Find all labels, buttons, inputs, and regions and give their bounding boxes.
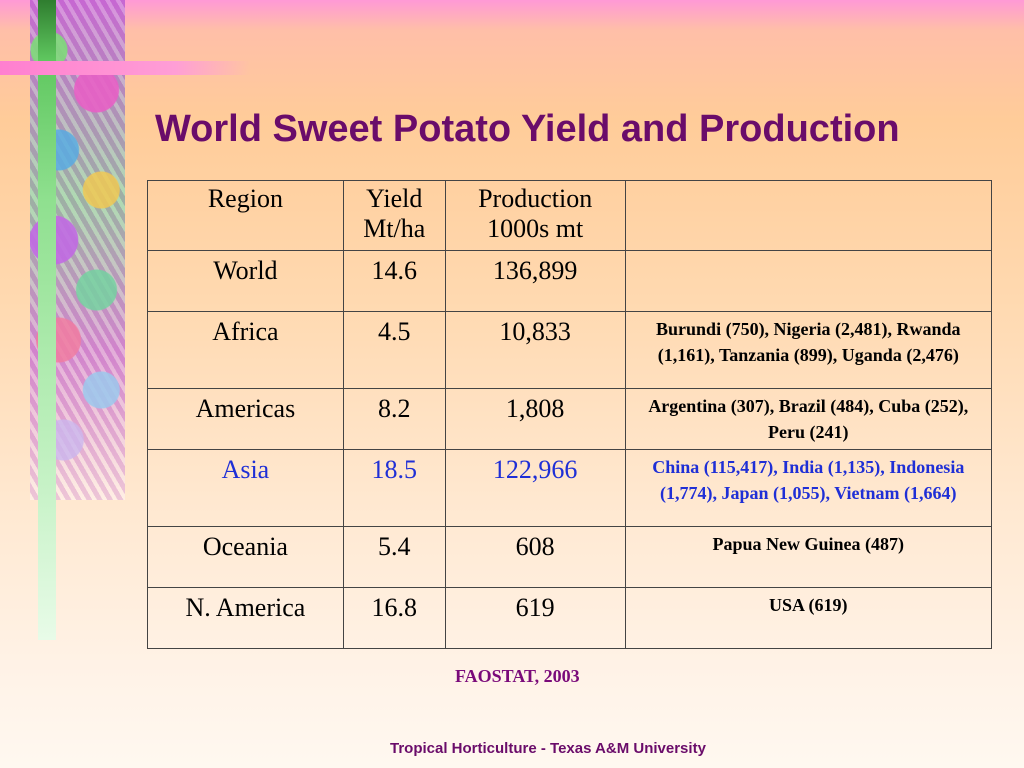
cell-countries: USA (619) (624, 587, 993, 649)
cell-production: 122,966 (444, 449, 626, 527)
footer-text: Tropical Horticulture - Texas A&M Univer… (390, 740, 706, 757)
table-row: World 14.6 136,899 (147, 250, 993, 312)
cell-yield: 18.5 (342, 449, 446, 527)
decorative-pink-bar (0, 61, 250, 75)
header-production-line2: 1000s mt (487, 214, 584, 243)
cell-production: 10,833 (444, 311, 626, 389)
cell-region: Americas (147, 388, 344, 450)
cell-countries (624, 250, 993, 312)
header-region: Region (147, 180, 344, 251)
cell-yield: 4.5 (342, 311, 446, 389)
yield-production-table: Region Yield Mt/ha Production 1000s mt W… (147, 180, 993, 649)
table-row: Africa 4.5 10,833 Burundi (750), Nigeria… (147, 311, 993, 389)
header-countries (624, 180, 993, 251)
cell-region: N. America (147, 587, 344, 649)
cell-yield: 14.6 (342, 250, 446, 312)
table-row: Oceania 5.4 608 Papua New Guinea (487) (147, 526, 993, 588)
cell-countries: Burundi (750), Nigeria (2,481), Rwanda (… (624, 311, 993, 389)
cell-countries: Argentina (307), Brazil (484), Cuba (252… (624, 388, 993, 450)
cell-production: 608 (444, 526, 626, 588)
cell-region: Africa (147, 311, 344, 389)
cell-countries: Papua New Guinea (487) (624, 526, 993, 588)
header-production-line1: Production (478, 184, 593, 213)
header-yield: Yield Mt/ha (342, 180, 446, 251)
cell-production: 136,899 (444, 250, 626, 312)
cell-yield: 5.4 (342, 526, 446, 588)
table-row: N. America 16.8 619 USA (619) (147, 587, 993, 649)
cell-yield: 8.2 (342, 388, 446, 450)
cell-production: 619 (444, 587, 626, 649)
header-yield-line1: Yield (366, 184, 423, 213)
header-yield-line2: Mt/ha (363, 214, 426, 243)
cell-region: Oceania (147, 526, 344, 588)
decorative-green-bar (38, 0, 56, 640)
cell-region: World (147, 250, 344, 312)
table-header-row: Region Yield Mt/ha Production 1000s mt (147, 180, 993, 251)
table-row: Americas 8.2 1,808 Argentina (307), Braz… (147, 388, 993, 450)
table-row-highlighted: Asia 18.5 122,966 China (115,417), India… (147, 449, 993, 527)
cell-region: Asia (147, 449, 344, 527)
cell-production: 1,808 (444, 388, 626, 450)
slide-title: World Sweet Potato Yield and Production (155, 108, 900, 150)
source-citation: FAOSTAT, 2003 (455, 666, 580, 686)
cell-yield: 16.8 (342, 587, 446, 649)
header-production: Production 1000s mt (444, 180, 626, 251)
cell-countries: China (115,417), India (1,135), Indonesi… (624, 449, 993, 527)
